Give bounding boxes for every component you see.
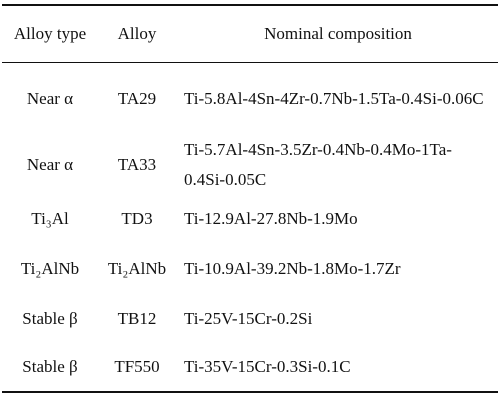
table-container: Alloy type Alloy Nominal composition Nea… (0, 4, 500, 393)
header-cell: Alloy (117, 23, 157, 43)
table-row: Stable β TF550 Ti-35V-15Cr-0.3Si-0.1C (2, 343, 498, 392)
table-cell: Near α (26, 155, 74, 174)
table-header: Alloy type Alloy Nominal composition (2, 5, 498, 62)
composition-table: Alloy type Alloy Nominal composition Nea… (2, 4, 498, 393)
table-cell: Ti₂AlNb (107, 258, 167, 278)
table-cell: Ti₂AlNb (20, 258, 80, 278)
table-cell: TA29 (117, 88, 157, 108)
table-cell: TB12 (117, 309, 157, 328)
table-cell: Near α (26, 88, 74, 108)
header-cell: Alloy type (13, 23, 87, 43)
table-row: Near α TA33 Ti-5.7Al-4Sn-3.5Zr-0.4Nb-0.4Mo… (2, 135, 498, 195)
table-cell: TA33 (117, 155, 157, 174)
table-cell: Ti-25V-15Cr-0.2Si (184, 309, 313, 328)
header-row: Alloy type Alloy Nominal composition (2, 5, 498, 62)
header-cell: Nominal composition (264, 23, 412, 43)
table-cell: Ti-5.8Al-4Sn-4Zr-0.7Nb-1.5Ta-0.4Si-0.06C (184, 88, 484, 108)
table-cell: Ti₃Al (31, 208, 69, 228)
table-cell: Ti-12.9Al-27.8Nb-1.9Mo (184, 208, 358, 228)
table-row: Near α TA29 Ti-5.8Al-4Sn-4Zr-0.7Nb-1.5Ta-0… (2, 62, 498, 135)
table-body: Near α TA29 Ti-5.8Al-4Sn-4Zr-0.7Nb-1.5Ta-0… (2, 62, 498, 392)
table-cell: Ti-35V-15Cr-0.3Si-0.1C (184, 357, 351, 376)
table-cell: Ti-5.7Al-4Sn-3.5Zr-0.4Nb-0.4Mo-1Ta-0.4Si… (184, 140, 452, 189)
table-row: Ti₂AlNb Ti₂AlNb Ti-10.9Al-39.2Nb-1.8Mo-1.7… (2, 242, 498, 295)
table-cell: Stable β (22, 357, 78, 376)
table-row: Stable β TB12 Ti-25V-15Cr-0.2Si (2, 295, 498, 343)
table-cell: TF550 (114, 357, 160, 376)
table-row: Ti₃Al TD3 Ti-12.9Al-27.8Nb-1.9Mo (2, 195, 498, 242)
table-cell: TD3 (121, 208, 153, 228)
table-cell: Ti-10.9Al-39.2Nb-1.8Mo-1.7Zr (184, 258, 401, 278)
table-cell: Stable β (22, 309, 78, 328)
